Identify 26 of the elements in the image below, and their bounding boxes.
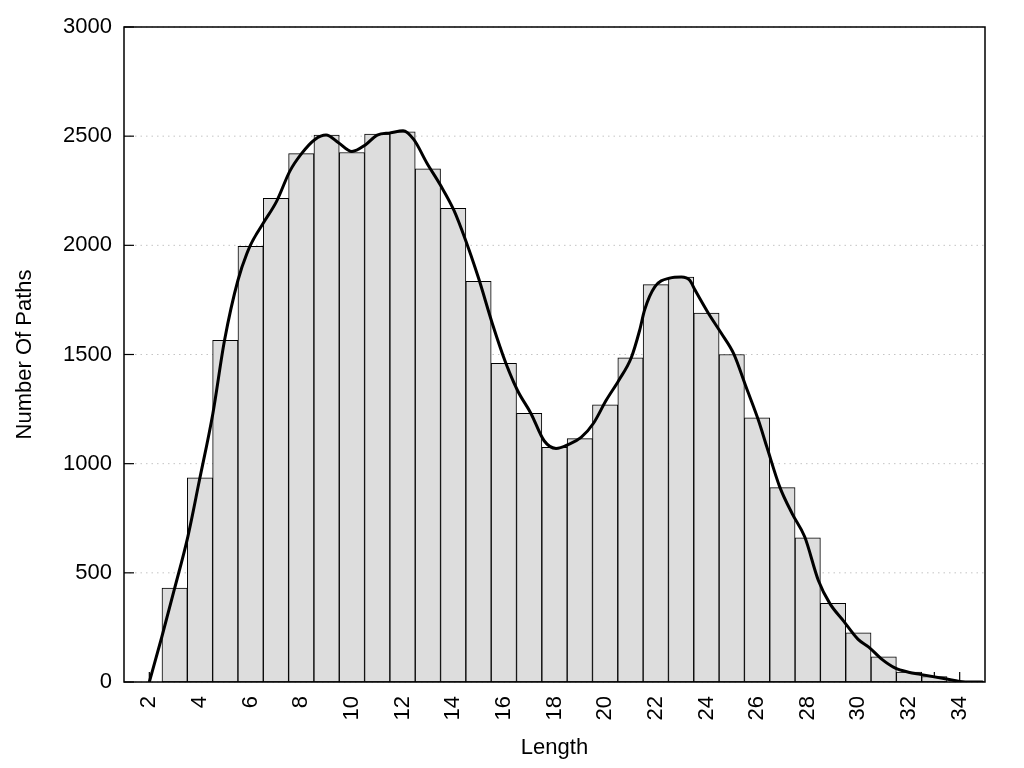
x-tick-label: 34 [945, 696, 971, 721]
x-tick-label: 30 [844, 696, 870, 721]
x-tick-label: 26 [743, 696, 769, 721]
x-tick-label: 10 [337, 696, 363, 721]
y-tick-label: 1500 [63, 340, 112, 366]
x-tick-label: 6 [236, 696, 262, 709]
x-tick-label: 18 [540, 696, 566, 721]
x-tick-label: 2 [135, 696, 161, 709]
x-tick-label: 16 [489, 696, 515, 721]
y-axis-title: Number Of Paths [11, 269, 37, 440]
x-tick-label: 20 [591, 696, 617, 721]
x-tick-label: 4 [186, 696, 212, 709]
x-tick-label: 22 [641, 696, 667, 721]
y-tick-label: 1000 [63, 449, 112, 475]
y-tick-label: 0 [99, 668, 112, 694]
x-tick-label: 24 [692, 696, 718, 721]
y-tick-label: 500 [75, 558, 112, 584]
x-tick-label: 14 [439, 696, 465, 721]
y-tick-label: 2000 [63, 231, 112, 257]
x-axis-title: Length [520, 733, 589, 759]
x-tick-label: 32 [895, 696, 921, 721]
y-tick-label: 2500 [63, 122, 112, 148]
x-tick-label: 12 [388, 696, 414, 721]
x-tick-label: 8 [287, 696, 313, 709]
x-tick-label: 28 [793, 696, 819, 721]
y-tick-label: 3000 [63, 13, 112, 39]
